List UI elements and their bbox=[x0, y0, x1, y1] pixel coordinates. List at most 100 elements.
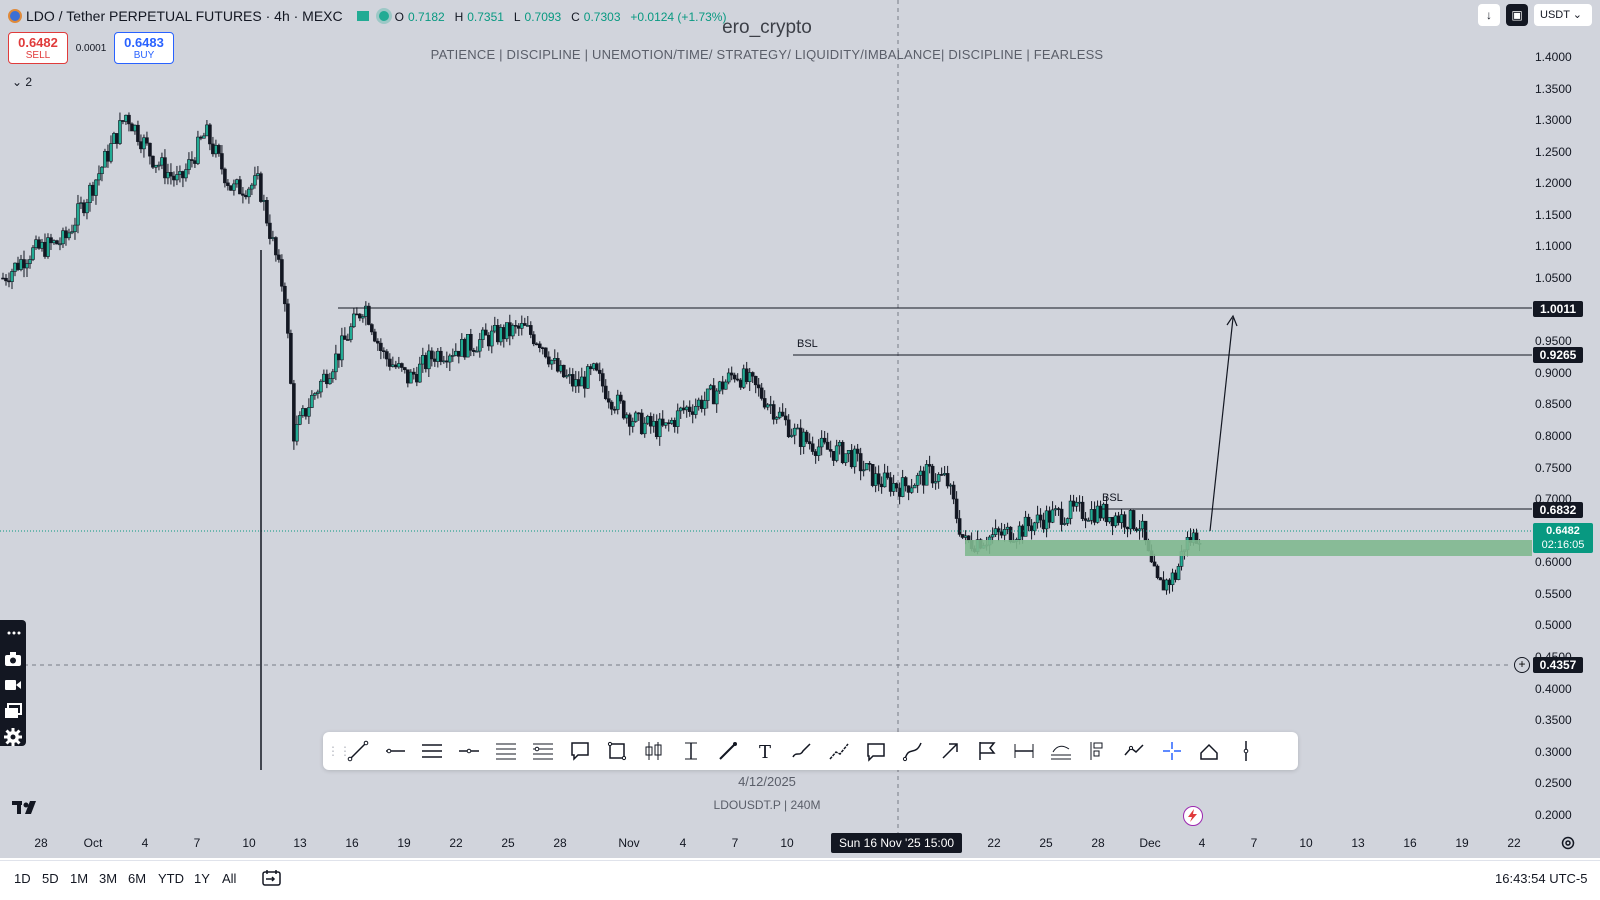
candle bbox=[88, 184, 92, 203]
candle bbox=[82, 202, 86, 214]
candle bbox=[127, 114, 131, 125]
drag-handle-icon[interactable]: ⋮⋮ bbox=[327, 744, 351, 758]
range-button[interactable]: YTD bbox=[158, 871, 184, 886]
horizontal-line-icon[interactable] bbox=[454, 736, 483, 766]
candle bbox=[1041, 519, 1046, 530]
fib-channel-icon[interactable] bbox=[528, 736, 557, 766]
candle bbox=[370, 324, 374, 333]
callout-icon[interactable] bbox=[565, 736, 594, 766]
candle bbox=[454, 350, 458, 356]
price-axis-label: 0.3500 bbox=[1535, 713, 1572, 728]
candle bbox=[795, 427, 800, 430]
tradingview-logo-icon[interactable] bbox=[12, 798, 44, 821]
candle bbox=[528, 325, 533, 335]
camera-icon[interactable] bbox=[0, 646, 26, 672]
currency-select[interactable]: USDT ⌄ bbox=[1534, 4, 1592, 26]
comment-icon[interactable] bbox=[861, 736, 890, 766]
crosshair-icon[interactable] bbox=[1157, 736, 1186, 766]
flag-icon[interactable] bbox=[972, 736, 1001, 766]
candle bbox=[358, 313, 362, 319]
candle bbox=[1173, 572, 1178, 580]
range-button[interactable]: 1Y bbox=[194, 871, 210, 886]
measure-icon[interactable] bbox=[1194, 736, 1223, 766]
video-icon[interactable] bbox=[0, 672, 26, 698]
maximize-icon[interactable]: ▣ bbox=[1506, 4, 1528, 26]
range-button[interactable]: 1M bbox=[70, 871, 89, 886]
candle bbox=[564, 375, 569, 378]
time-axis-label: 10 bbox=[242, 836, 256, 850]
candle bbox=[519, 323, 524, 329]
candle bbox=[343, 335, 347, 340]
time-axis-label: 22 bbox=[1507, 836, 1521, 850]
arrow-icon[interactable] bbox=[935, 736, 964, 766]
range-button[interactable]: 3M bbox=[99, 871, 118, 886]
candle bbox=[1131, 510, 1136, 530]
sell-button[interactable]: 0.6482 SELL bbox=[8, 32, 68, 64]
candle bbox=[1125, 526, 1130, 530]
long-position-icon[interactable] bbox=[1083, 736, 1112, 766]
projection-arrow[interactable] bbox=[1209, 317, 1234, 532]
candle bbox=[669, 420, 674, 424]
curve-icon[interactable] bbox=[898, 736, 927, 766]
candle bbox=[756, 384, 761, 389]
time-axis-label: 16 bbox=[345, 836, 359, 850]
chart-canvas[interactable] bbox=[0, 0, 1600, 858]
candle bbox=[912, 485, 917, 489]
add-alert-icon[interactable]: + bbox=[1514, 657, 1530, 673]
time-axis-label: 7 bbox=[193, 836, 201, 850]
layers-icon[interactable] bbox=[0, 698, 26, 724]
bsl-label-2[interactable]: BSL bbox=[1102, 492, 1123, 504]
text-icon[interactable]: T bbox=[750, 736, 779, 766]
forecast-icon[interactable] bbox=[1046, 736, 1075, 766]
candle bbox=[903, 477, 908, 487]
candle bbox=[867, 463, 872, 465]
range-button[interactable]: 5D bbox=[42, 871, 59, 886]
candle bbox=[1074, 502, 1079, 507]
candle bbox=[663, 422, 668, 426]
candle bbox=[852, 448, 857, 468]
trend-line-icon[interactable] bbox=[343, 736, 372, 766]
date-range-icon[interactable] bbox=[676, 736, 705, 766]
rectangle-icon[interactable] bbox=[602, 736, 631, 766]
price-range-icon[interactable] bbox=[1009, 736, 1038, 766]
chart-settings-icon[interactable] bbox=[1560, 835, 1576, 856]
more-icon[interactable] bbox=[0, 620, 26, 646]
arrow-marker-icon[interactable] bbox=[713, 736, 742, 766]
polyline-icon[interactable] bbox=[1120, 736, 1149, 766]
top-right-controls: ↓ ▣ USDT ⌄ bbox=[1478, 4, 1592, 26]
price-axis-label: 1.1500 bbox=[1535, 207, 1572, 222]
candle bbox=[94, 179, 98, 196]
candle bbox=[295, 424, 299, 442]
parallel-channel-icon[interactable] bbox=[417, 736, 446, 766]
horizontal-ray-icon[interactable] bbox=[380, 736, 409, 766]
bsl-label-1[interactable]: BSL bbox=[797, 338, 818, 350]
chart-area[interactable]: LDO / Tether PERPETUAL FUTURES · 4h · ME… bbox=[0, 0, 1600, 858]
candle bbox=[534, 343, 539, 346]
range-button[interactable]: 1D bbox=[14, 871, 31, 886]
candle bbox=[900, 477, 905, 497]
time-axis-label: 10 bbox=[780, 836, 794, 850]
range-button[interactable]: All bbox=[222, 871, 237, 886]
flag-icon[interactable] bbox=[356, 11, 369, 21]
demand-zone[interactable] bbox=[965, 540, 1532, 556]
download-icon[interactable]: ↓ bbox=[1478, 4, 1500, 26]
price-axis-label: 1.3000 bbox=[1535, 113, 1572, 128]
fib-retracement-icon[interactable] bbox=[491, 736, 520, 766]
range-button[interactable]: 6M bbox=[128, 871, 147, 886]
symbol-title[interactable]: LDO / Tether PERPETUAL FUTURES · 4h · ME… bbox=[26, 8, 343, 24]
vertical-line-icon[interactable] bbox=[1231, 736, 1260, 766]
gear-icon[interactable] bbox=[0, 724, 26, 750]
flash-icon[interactable] bbox=[1183, 806, 1203, 826]
candle bbox=[130, 123, 134, 132]
candle-pattern-icon[interactable] bbox=[639, 736, 668, 766]
candle bbox=[457, 350, 461, 357]
candle bbox=[1047, 510, 1052, 523]
clock[interactable]: 16:43:54 UTC-5 bbox=[1495, 871, 1588, 886]
indicators-collapse-button[interactable]: ⌄ 2 bbox=[12, 75, 32, 89]
path-icon[interactable] bbox=[824, 736, 853, 766]
candle bbox=[289, 333, 293, 384]
candle bbox=[600, 373, 605, 387]
date-range-picker-icon[interactable] bbox=[262, 869, 282, 892]
brush-icon[interactable] bbox=[787, 736, 816, 766]
buy-button[interactable]: 0.6483 BUY bbox=[114, 32, 174, 64]
